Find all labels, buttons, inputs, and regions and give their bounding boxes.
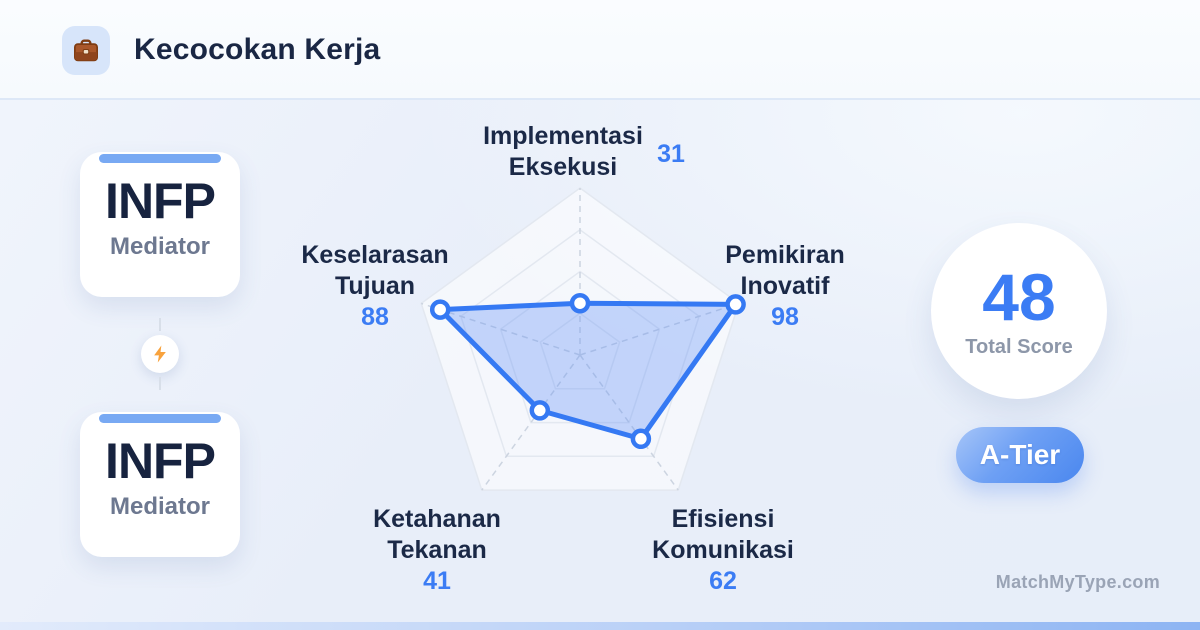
personality-card-top: INFP Mediator	[80, 152, 240, 297]
axis-label-keselarasan-tujuan: Keselarasan Tujuan	[301, 241, 449, 300]
header: Kecocokan Kerja	[0, 0, 1200, 100]
axis-value-keselarasan-tujuan: 88	[361, 303, 389, 331]
personality-name: Mediator	[109, 233, 210, 260]
personality-type: INFP	[105, 173, 216, 229]
connector-line	[159, 318, 161, 331]
axis-value-pemikiran-inovatif: 98	[771, 303, 799, 331]
axis-label-efisiensi-komunikasi: Efisiensi Komunikasi	[652, 505, 794, 564]
axis-label-pemikiran-inovatif: Pemikiran Inovatif	[725, 241, 845, 300]
card-accent-bar	[99, 414, 221, 423]
radar-chart	[420, 187, 746, 491]
axis-value-ketahanan-tekanan: 41	[423, 567, 451, 595]
card-accent-bar	[99, 154, 221, 163]
personality-type: INFP	[105, 433, 216, 489]
page-title: Kecocokan Kerja	[134, 33, 381, 66]
lightning-icon	[141, 335, 179, 373]
axis-value-efisiensi-komunikasi: 62	[709, 567, 737, 595]
total-score-value: 48	[982, 259, 1056, 334]
axis-value-implementasi-eksekusi: 31	[657, 140, 685, 168]
personality-name: Mediator	[109, 493, 210, 520]
watermark: MatchMyType.com	[995, 572, 1160, 592]
axis-label-ketahanan-tekanan: Ketahanan Tekanan	[373, 505, 501, 564]
tier-badge[interactable]: A-Tier	[956, 427, 1084, 483]
personality-card-bottom: INFP Mediator	[80, 412, 240, 557]
total-score-label: Total Score	[965, 335, 1073, 358]
connector-line	[159, 377, 161, 390]
axis-label-implementasi-eksekusi: Implementasi Eksekusi	[483, 122, 643, 181]
briefcase-icon	[62, 26, 110, 75]
total-score-circle: 48 Total Score	[931, 223, 1107, 399]
bottom-accent-bar	[0, 622, 1200, 630]
